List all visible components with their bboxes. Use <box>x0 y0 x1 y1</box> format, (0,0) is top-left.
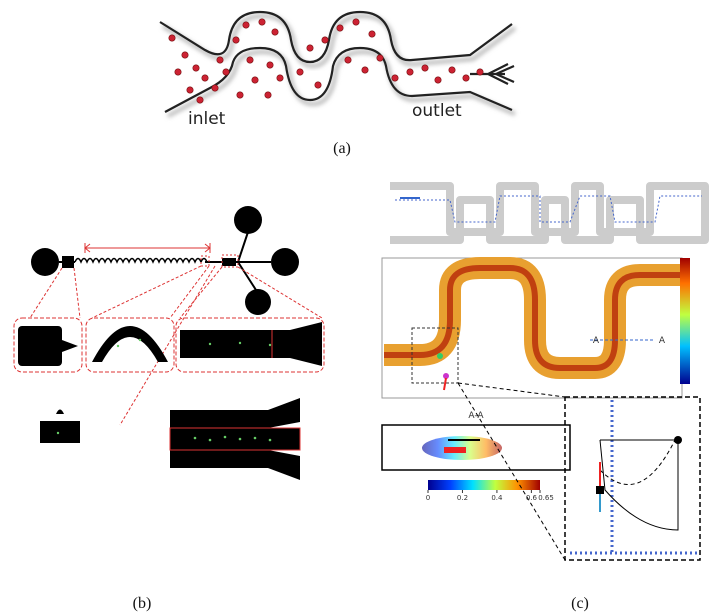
particle <box>267 62 273 68</box>
particle <box>422 65 428 71</box>
particle <box>265 92 271 98</box>
caption: (c) <box>571 595 589 612</box>
particle <box>233 37 239 43</box>
particle <box>272 29 278 35</box>
flow-arrows <box>470 64 514 84</box>
particle <box>247 57 253 63</box>
particle <box>252 77 258 83</box>
particle <box>277 75 283 81</box>
particle <box>307 45 313 51</box>
figure: inlet outlet (a) <box>0 0 710 616</box>
particle <box>315 82 321 88</box>
particle <box>392 75 398 81</box>
inset-title: A-A <box>468 411 484 421</box>
particle <box>202 75 208 81</box>
particle <box>197 97 203 103</box>
particle <box>449 67 455 73</box>
particle <box>187 87 193 93</box>
particle <box>217 57 223 63</box>
caption: (b) <box>133 595 152 612</box>
particle <box>353 19 359 25</box>
particle <box>193 65 199 71</box>
particle <box>477 69 483 75</box>
particle <box>243 22 249 28</box>
particle <box>297 69 303 75</box>
panel-b <box>14 206 324 480</box>
particle <box>237 92 243 98</box>
particle <box>337 25 343 31</box>
particle <box>322 37 328 43</box>
particle <box>223 69 229 75</box>
particle <box>362 67 368 73</box>
particle <box>182 52 188 58</box>
particle <box>259 19 265 25</box>
particle <box>369 31 375 37</box>
channel-wall <box>160 12 512 62</box>
colorbar-tick-label: 0.2 <box>457 494 468 502</box>
particle <box>377 55 383 61</box>
particle <box>169 35 175 41</box>
section-label: A <box>593 336 600 346</box>
colorbar-tick-label: 0 <box>426 494 430 502</box>
colorbar-tick-label: 0.4 <box>491 494 503 502</box>
colorbar-tick-label: 0.6 <box>526 494 538 502</box>
section-label: A <box>659 336 666 346</box>
particle <box>435 77 441 83</box>
particle <box>175 69 181 75</box>
particle <box>407 69 413 75</box>
particle <box>212 85 218 91</box>
colorbar-tick-label: 0.65 <box>538 494 554 502</box>
particle <box>345 57 351 63</box>
outlet-label: outlet <box>412 101 462 121</box>
caption: (a) <box>333 140 351 157</box>
inlet-label: inlet <box>188 109 226 129</box>
panel-c <box>382 186 705 560</box>
particle <box>463 75 469 81</box>
